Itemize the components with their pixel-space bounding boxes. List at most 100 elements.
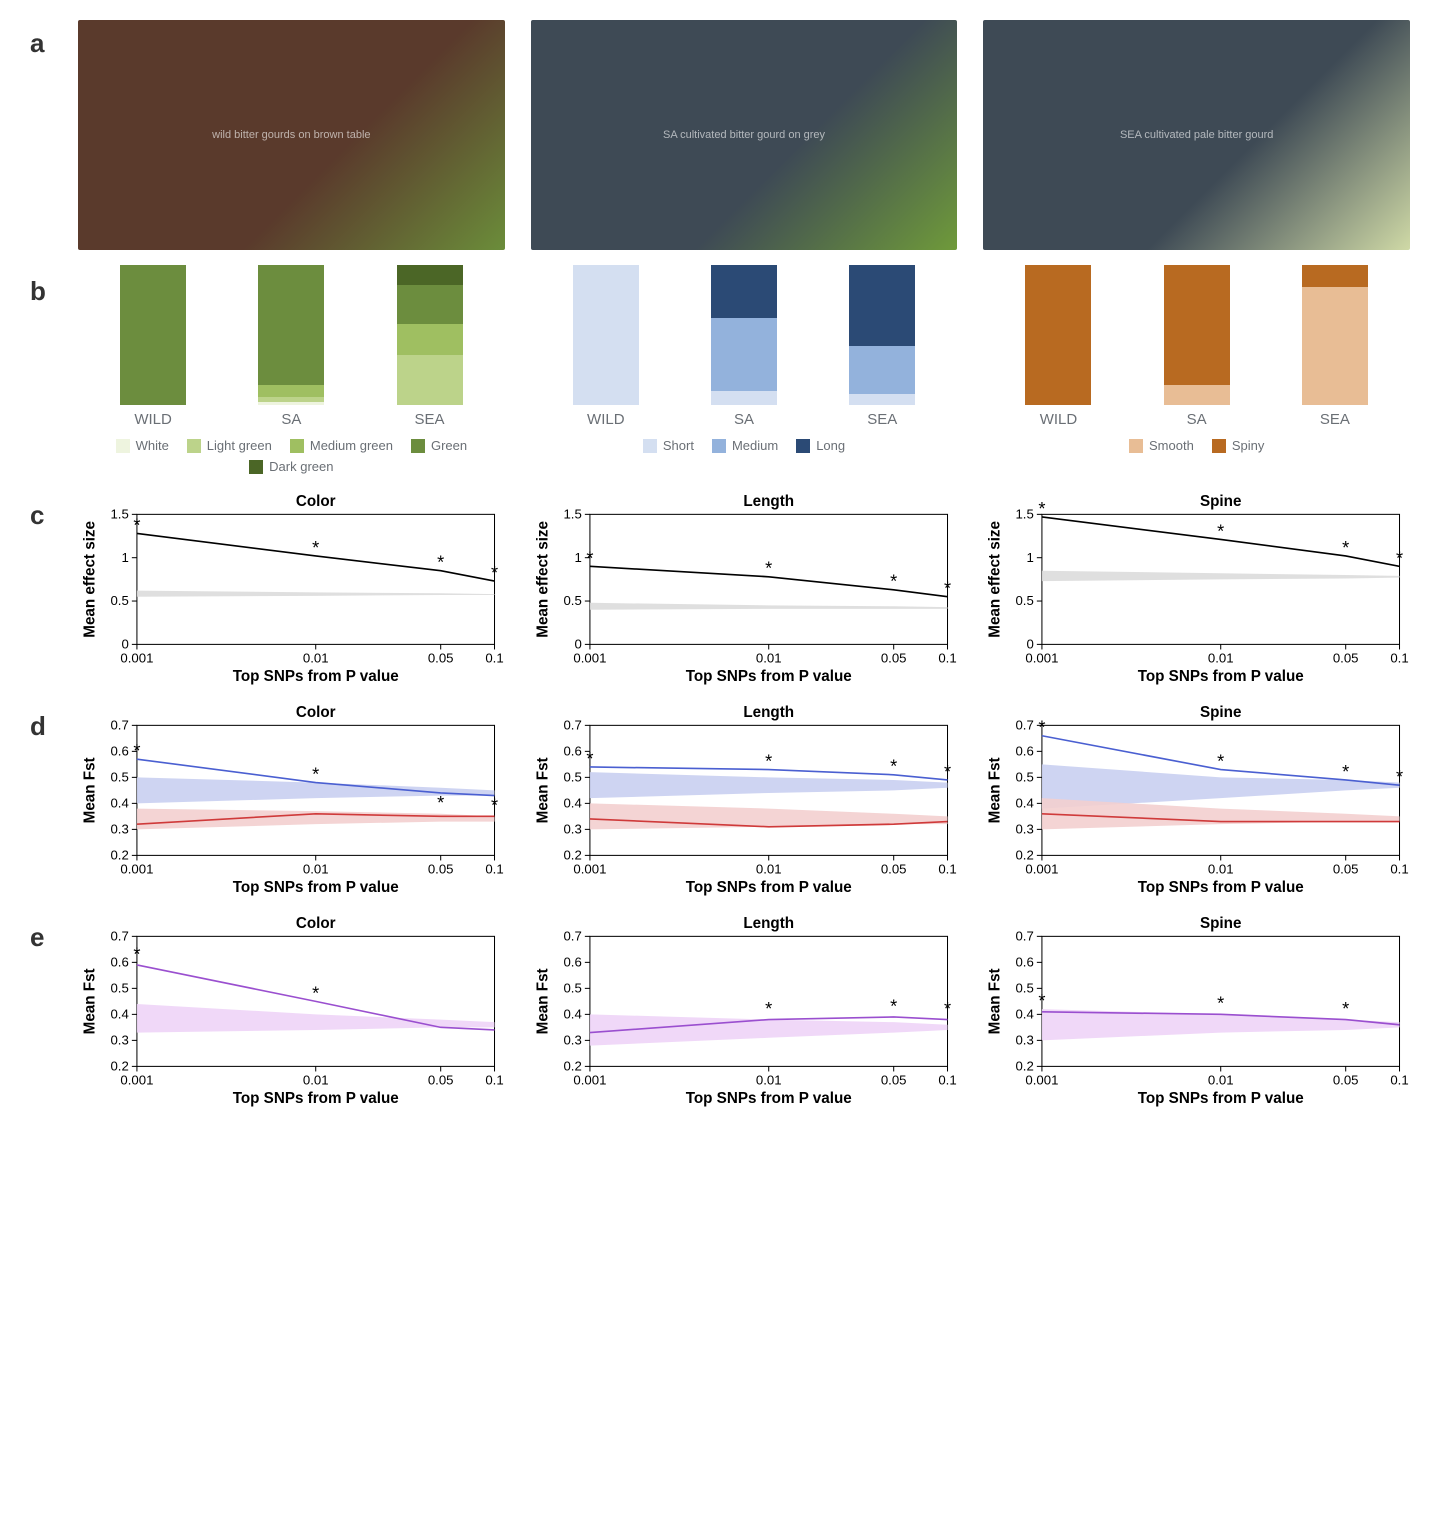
legend-item: Smooth	[1129, 438, 1194, 453]
linechart-color: ****0.20.30.40.50.60.70.0010.010.050.1Co…	[78, 703, 505, 896]
linechart-svg: ****0.20.30.40.50.60.70.0010.010.050.1Le…	[531, 703, 958, 896]
svg-text:*: *	[312, 764, 319, 785]
seg-long	[849, 265, 915, 346]
bar-sea	[849, 265, 915, 405]
legend-item: Medium	[712, 438, 778, 453]
svg-text:0.05: 0.05	[1333, 862, 1359, 877]
svg-text:Mean effect size: Mean effect size	[987, 521, 1004, 638]
svg-text:0.5: 0.5	[563, 593, 581, 608]
svg-text:Length: Length	[743, 493, 794, 510]
bar-label: SA	[1187, 411, 1207, 428]
svg-text:Mean Fst: Mean Fst	[534, 968, 551, 1034]
svg-text:*: *	[437, 792, 444, 813]
panel-d-charts: ****0.20.30.40.50.60.70.0010.010.050.1Co…	[78, 703, 1410, 896]
bar-label: SEA	[415, 411, 445, 428]
svg-text:Top SNPs from P value: Top SNPs from P value	[685, 668, 851, 685]
panel-e-charts: **0.20.30.40.50.60.70.0010.010.050.1Colo…	[78, 914, 1410, 1107]
svg-text:Spine: Spine	[1200, 915, 1241, 932]
legend-label: Long	[816, 438, 845, 453]
svg-text:0.2: 0.2	[1016, 1058, 1034, 1073]
svg-text:Top SNPs from P value: Top SNPs from P value	[1138, 879, 1304, 896]
linechart-length: ****0.20.30.40.50.60.70.0010.010.050.1Le…	[531, 703, 958, 896]
legend-label: Medium	[732, 438, 778, 453]
seg-medium-green	[258, 385, 324, 396]
stacked-chart-spine: WILDSASEASmoothSpiny	[983, 268, 1410, 474]
svg-text:0.4: 0.4	[110, 1006, 128, 1021]
svg-text:*: *	[944, 578, 951, 599]
seg-spiny	[1164, 265, 1230, 385]
svg-text:*: *	[1342, 761, 1349, 782]
svg-text:1: 1	[121, 550, 128, 565]
svg-text:0.1: 0.1	[485, 1073, 503, 1088]
svg-text:*: *	[1218, 993, 1225, 1014]
legend-swatch	[643, 439, 657, 453]
svg-text:0.1: 0.1	[938, 862, 956, 877]
seg-green	[397, 285, 463, 324]
svg-text:0.001: 0.001	[1026, 862, 1059, 877]
svg-text:0.5: 0.5	[110, 980, 128, 995]
seg-green	[258, 265, 324, 385]
linechart-svg: ****00.511.50.0010.010.050.1ColorMean ef…	[78, 492, 505, 685]
seg-short	[711, 391, 777, 405]
svg-text:0.05: 0.05	[881, 1073, 907, 1088]
svg-text:*: *	[437, 552, 444, 573]
svg-text:0.05: 0.05	[428, 1073, 454, 1088]
svg-text:0.3: 0.3	[563, 1032, 581, 1047]
seg-white	[258, 402, 324, 405]
legend-item: Long	[796, 438, 845, 453]
bar-wild	[573, 265, 639, 405]
legend-item: Dark green	[249, 459, 333, 474]
svg-text:0.4: 0.4	[563, 795, 581, 810]
svg-text:0.5: 0.5	[110, 593, 128, 608]
svg-text:0.01: 0.01	[1208, 1073, 1234, 1088]
svg-text:0.001: 0.001	[573, 862, 606, 877]
svg-text:Top SNPs from P value: Top SNPs from P value	[233, 879, 399, 896]
bar-label: SEA	[1320, 411, 1350, 428]
svg-text:*: *	[1342, 998, 1349, 1019]
bar-sa	[258, 265, 324, 405]
svg-text:Color: Color	[296, 915, 336, 932]
bar-sa	[1164, 265, 1230, 405]
svg-text:*: *	[1218, 751, 1225, 772]
svg-text:*: *	[491, 795, 498, 816]
seg-dark-green	[397, 265, 463, 285]
svg-text:Spine: Spine	[1200, 704, 1241, 721]
svg-text:0.6: 0.6	[1016, 954, 1034, 969]
svg-text:Length: Length	[743, 704, 794, 721]
legend-label: Spiny	[1232, 438, 1265, 453]
svg-text:0: 0	[574, 636, 581, 651]
svg-text:0.4: 0.4	[1016, 795, 1034, 810]
legend-swatch	[1129, 439, 1143, 453]
svg-text:*: *	[890, 756, 897, 777]
svg-text:0.05: 0.05	[428, 651, 454, 666]
svg-text:1: 1	[574, 550, 581, 565]
svg-text:*: *	[765, 998, 772, 1019]
panel-label-c: c	[30, 492, 78, 531]
panel-b-row: b WILDSASEAWhiteLight greenMedium greenG…	[30, 268, 1410, 474]
svg-text:*: *	[1039, 990, 1046, 1011]
svg-text:0.5: 0.5	[1016, 769, 1034, 784]
legend-item: Short	[643, 438, 694, 453]
svg-text:*: *	[1039, 498, 1046, 519]
svg-text:0.001: 0.001	[120, 651, 153, 666]
seg-short	[849, 394, 915, 405]
svg-text:Length: Length	[743, 915, 794, 932]
svg-text:*: *	[944, 761, 951, 782]
seg-medium	[849, 346, 915, 394]
linechart-svg: **0.20.30.40.50.60.70.0010.010.050.1Colo…	[78, 914, 505, 1107]
legend-item: Medium green	[290, 438, 393, 453]
svg-text:0.01: 0.01	[1208, 862, 1234, 877]
svg-text:0.01: 0.01	[303, 862, 329, 877]
svg-text:0.01: 0.01	[756, 1073, 782, 1088]
svg-text:Top SNPs from P value: Top SNPs from P value	[685, 1090, 851, 1107]
svg-text:0.001: 0.001	[1026, 651, 1059, 666]
svg-text:0.4: 0.4	[1016, 1006, 1034, 1021]
legend-label: Medium green	[310, 438, 393, 453]
bar-label: SA	[281, 411, 301, 428]
legend-label: Smooth	[1149, 438, 1194, 453]
legend: Smooth Spiny	[983, 438, 1410, 453]
svg-text:0.2: 0.2	[110, 847, 128, 862]
svg-text:0.4: 0.4	[563, 1006, 581, 1021]
svg-text:0.6: 0.6	[1016, 743, 1034, 758]
svg-text:0.6: 0.6	[563, 743, 581, 758]
